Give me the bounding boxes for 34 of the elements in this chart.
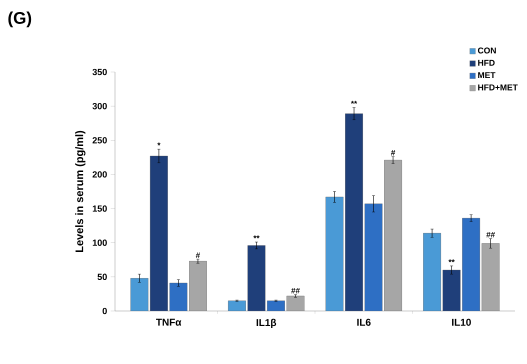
bar <box>150 156 168 311</box>
y-tick-label: 50 <box>98 274 107 280</box>
y-axis-title: Levels in serum (pg/ml) <box>75 130 86 252</box>
y-tick-label: 0 <box>102 308 107 314</box>
legend-label: HFD <box>478 60 495 66</box>
bar <box>228 300 246 311</box>
bar <box>462 218 480 311</box>
chart-title: (G) <box>8 12 32 28</box>
bar <box>286 296 304 311</box>
x-tick-label: IL10 <box>452 318 471 326</box>
legend-label: CON <box>478 48 496 54</box>
bar <box>423 233 442 311</box>
x-tick-label: IL6 <box>357 318 371 326</box>
bar <box>345 114 363 311</box>
bar <box>169 282 188 311</box>
y-tick-label: 200 <box>92 171 107 178</box>
bar <box>326 196 344 311</box>
bar <box>384 160 402 311</box>
bar <box>130 278 148 311</box>
bar <box>267 300 285 311</box>
bar <box>248 245 266 311</box>
y-tick-label: 300 <box>92 102 107 110</box>
legend-label: MET <box>478 72 496 78</box>
bar <box>189 261 207 311</box>
y-tick-label: 350 <box>92 68 107 76</box>
legend-label: HFD+MET <box>478 84 518 90</box>
bar <box>364 204 382 311</box>
y-tick-label: 100 <box>92 240 107 246</box>
x-tick-label: IL1β <box>256 318 276 328</box>
y-tick-label: 250 <box>92 137 107 144</box>
bar <box>442 270 461 311</box>
y-tick-label: 150 <box>92 205 107 212</box>
bar <box>482 243 500 311</box>
x-tick-label: TNFα <box>156 318 182 326</box>
